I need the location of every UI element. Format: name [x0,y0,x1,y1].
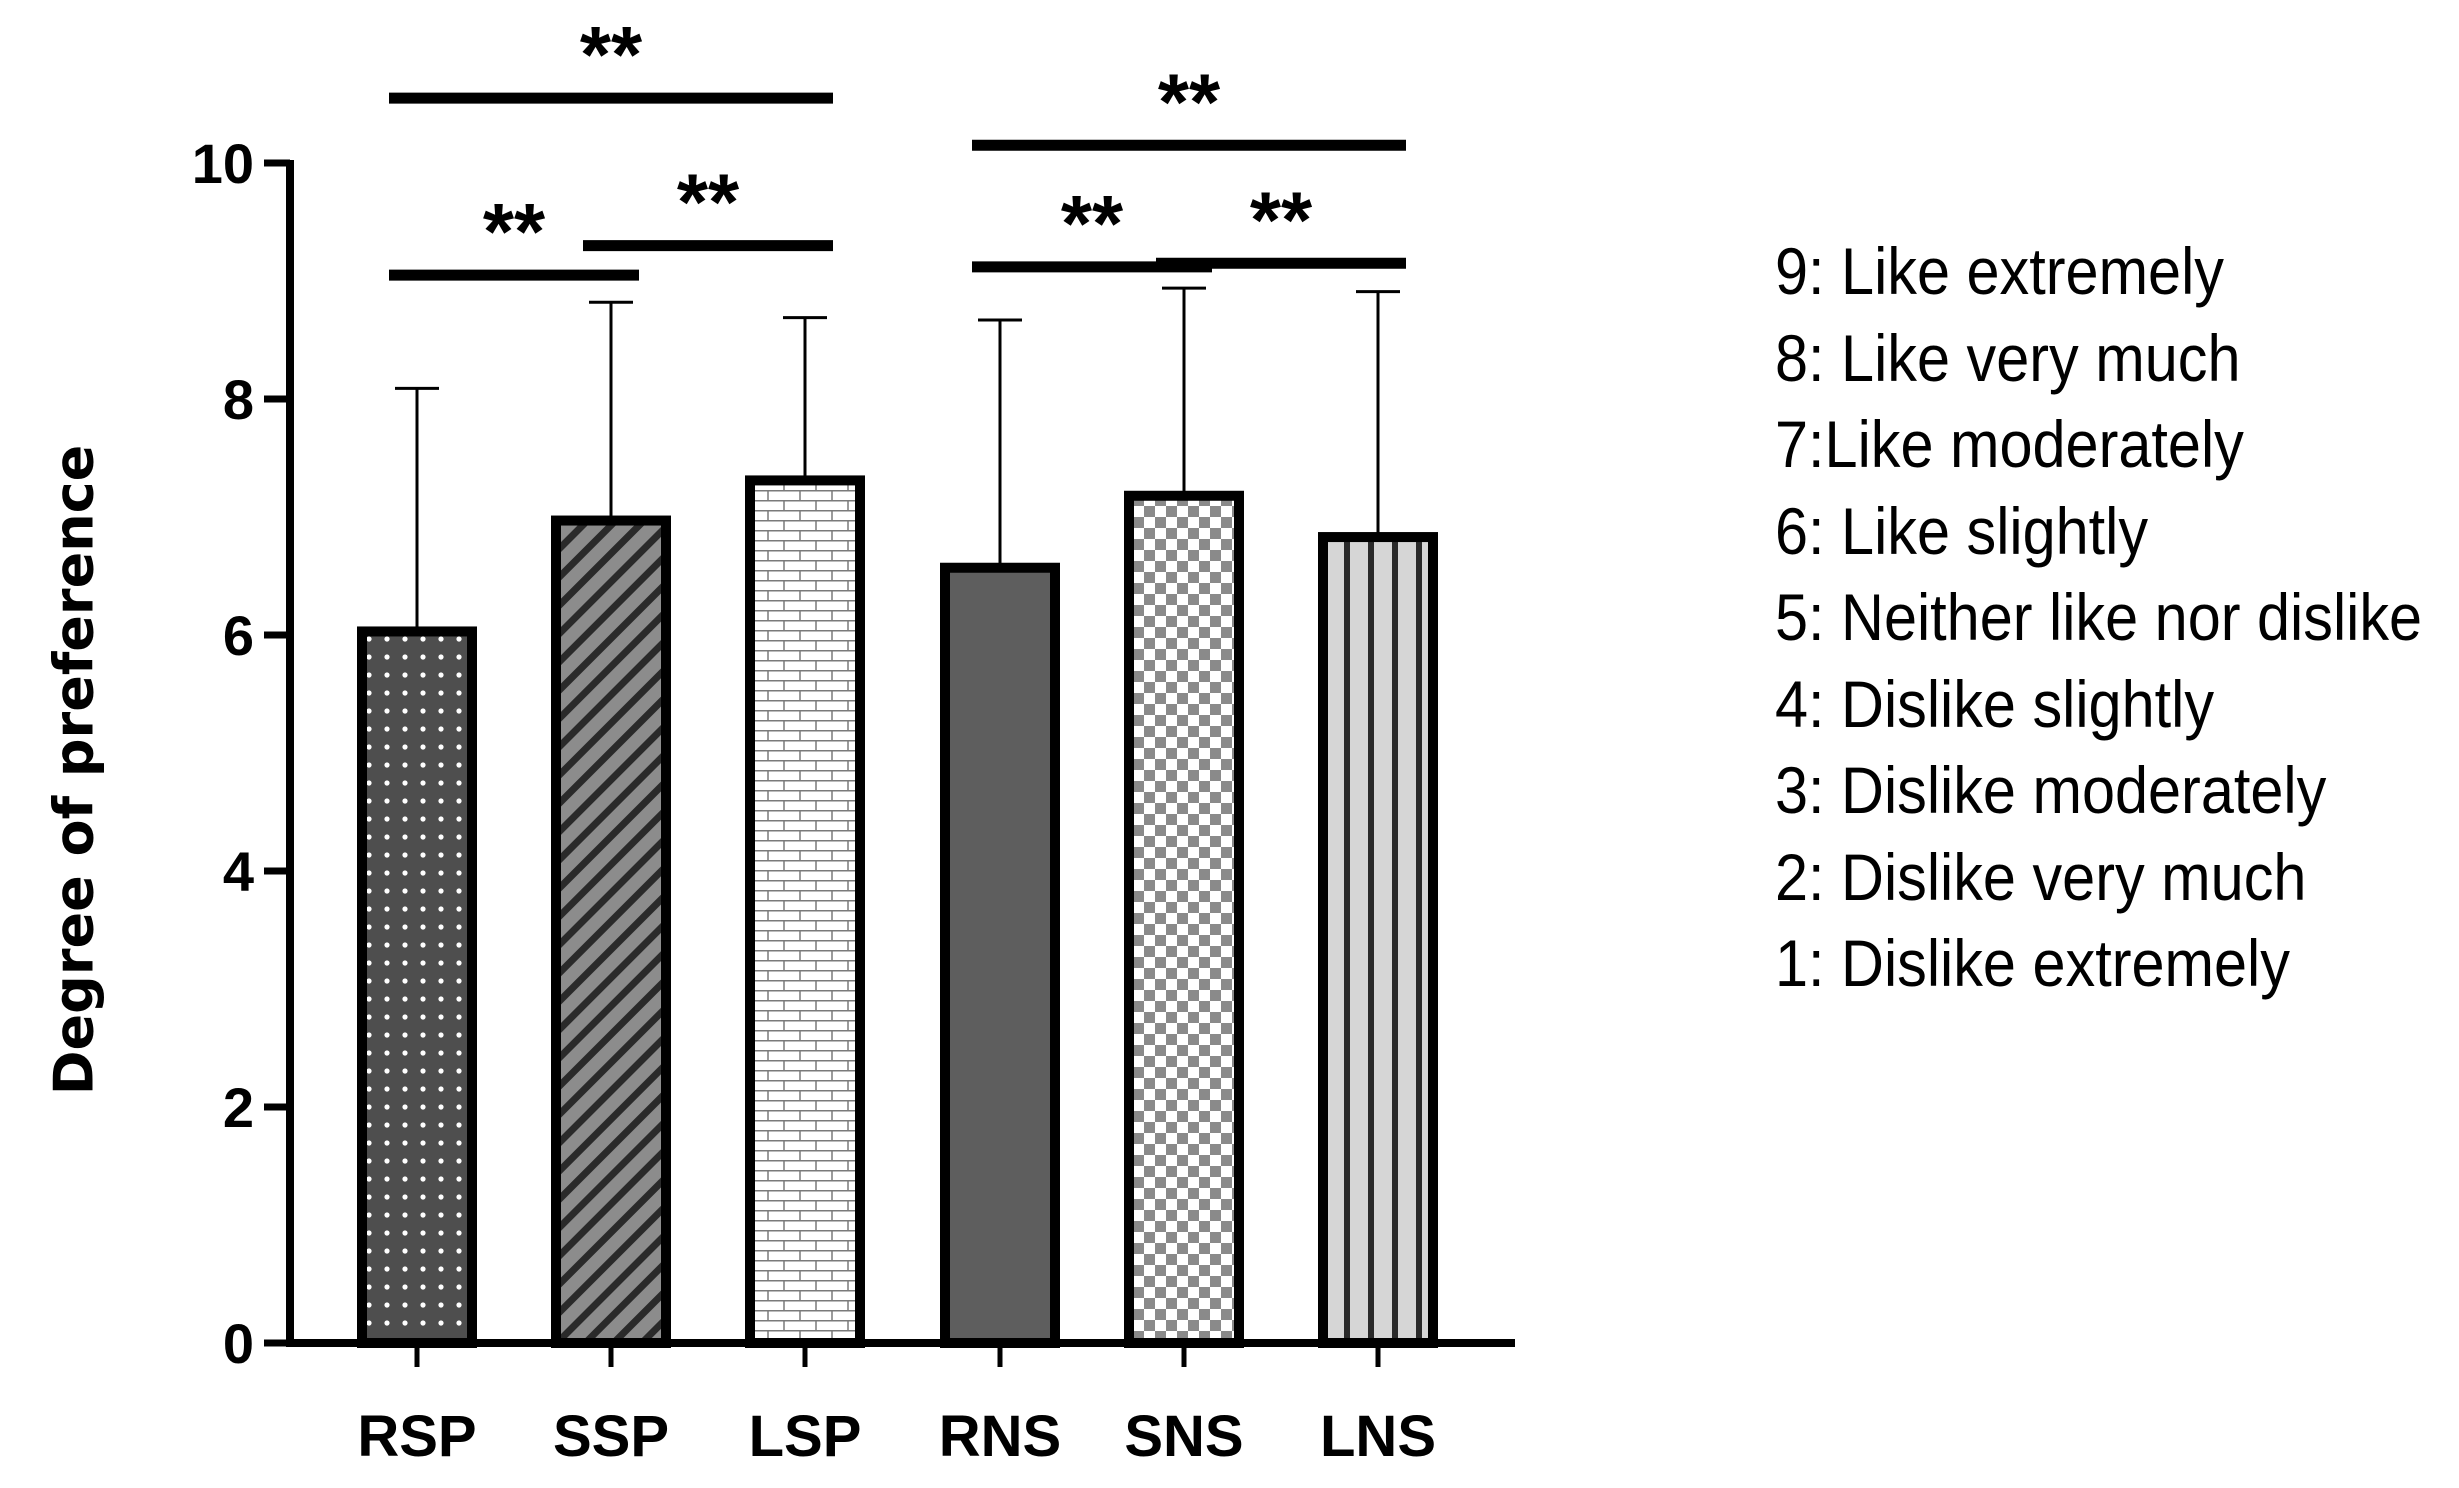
significance-label: ** [1250,175,1313,264]
bar-ssp [551,515,671,1348]
legend-item: 3: Dislike moderately [1775,753,2327,827]
y-tick-label: 4 [223,840,254,903]
bar-sns [1124,490,1244,1348]
legend-item: 8: Like very much [1775,320,2241,395]
legend-item: 4: Dislike slightly [1775,666,2215,741]
x-tick-label: RNS [939,1404,1061,1469]
bar-rns [940,562,1060,1348]
x-tick-label: LSP [749,1404,862,1469]
x-tick-label: SNS [1124,1404,1243,1469]
significance-label: ** [483,187,546,276]
x-tick-label: SSP [553,1404,669,1469]
y-tick-label: 6 [223,604,254,667]
bar-rsp [357,626,477,1348]
legend-item: 5: Neither like nor dislike [1775,580,2423,654]
legend-item: 1: Dislike extremely [1775,926,2290,1000]
legend-item: 7:Like moderately [1775,407,2244,481]
rating-scale-legend: 9: Like extremely 8: Like very much 7:Li… [1775,228,2459,1007]
y-tick-label: 2 [223,1076,254,1139]
y-tick-label: 10 [192,132,254,195]
significance-layer: ** ** ** ** ** ** [389,10,1406,281]
significance-label: ** [677,158,740,247]
y-tick-label: 0 [223,1312,254,1375]
significance-label: ** [1061,179,1124,268]
legend-item: 6: Like slightly [1775,493,2149,568]
legend-item: 9: Like extremely [1775,234,2224,308]
y-tick-label: 8 [223,368,254,431]
bar-lns [1318,532,1438,1348]
bar-lsp [745,475,865,1349]
error-bars-layer [395,286,1400,632]
x-tick-label: RSP [357,1404,476,1469]
significance-label: ** [580,10,643,99]
y-axis-label: Degree of preference [43,445,106,1096]
axes-layer: RSP SSP LSP RNS SNS LNS 0 2 4 6 8 10 [192,132,1515,1469]
legend-item: 2: Dislike very much [1775,839,2307,914]
x-tick-label: LNS [1320,1404,1436,1469]
significance-label: ** [1158,57,1221,146]
bars-layer [357,475,1438,1349]
